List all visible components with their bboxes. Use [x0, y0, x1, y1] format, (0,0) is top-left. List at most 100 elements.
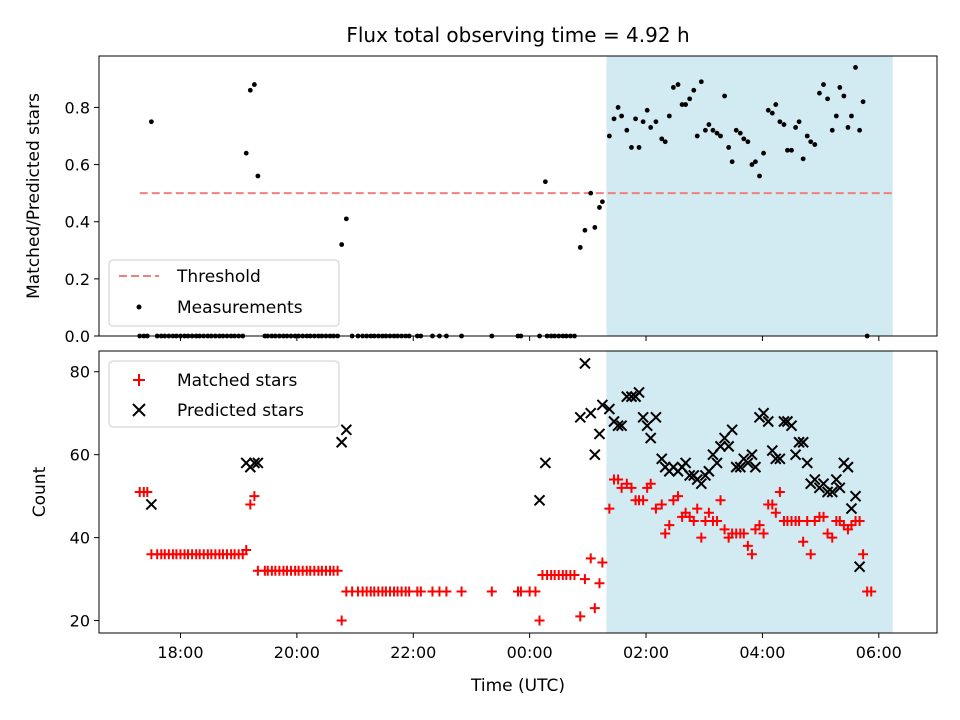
matched-star-point	[245, 499, 256, 510]
measurement-point	[789, 147, 794, 153]
measurement-point	[691, 87, 697, 93]
measurement-point	[251, 82, 257, 87]
measurement-point	[662, 139, 668, 145]
matched-star-point	[688, 516, 699, 527]
measurement-point	[749, 162, 755, 167]
measurement-point	[615, 105, 621, 110]
predicted-star-point	[252, 457, 264, 469]
predicted-star-point	[650, 411, 662, 424]
measurement-point	[339, 242, 345, 247]
measurement-point	[753, 159, 758, 165]
top-y-tick-label: 0.6	[65, 156, 90, 175]
matched-star-point	[774, 487, 785, 497]
predicted-star-point	[789, 448, 802, 461]
measurement-point	[666, 113, 672, 119]
measurement-point	[837, 85, 843, 90]
measurement-point	[636, 145, 642, 150]
measurement-point	[829, 127, 835, 133]
bottom-legend-box	[108, 360, 340, 428]
measurement-point	[841, 93, 847, 99]
matched-star-point	[742, 540, 753, 551]
matched-star-point	[597, 557, 608, 568]
x-tick-label: 18:00	[157, 643, 203, 662]
x-tick-label: 04:00	[739, 643, 785, 662]
measurement-point	[800, 156, 806, 162]
matched-star-point	[241, 545, 252, 556]
matched-star-point	[575, 611, 586, 622]
predicted-star-points	[145, 357, 866, 573]
ratio-panel: 0.00.20.40.60.8 Matched/Predicted stars …	[24, 55, 938, 346]
top-y-ticks: 0.0 0.2 0.4 0.6 0.8	[65, 98, 99, 346]
measurement-point	[706, 122, 712, 127]
measurement-point	[817, 90, 822, 96]
measurement-point	[243, 150, 249, 156]
top-y-tick-label: 0.0	[65, 327, 90, 346]
predicted-star-point	[830, 473, 843, 486]
bottom-y-tick-label: 80	[70, 363, 90, 382]
measurement-point	[845, 125, 851, 130]
predicted-star-point	[539, 457, 552, 469]
predicted-star-point	[695, 477, 708, 490]
measurement-point	[825, 96, 830, 102]
predicted-star-point	[770, 453, 782, 465]
predicted-star-point	[746, 448, 758, 461]
measurement-point	[714, 130, 720, 136]
matched-star-point	[594, 578, 605, 589]
predicted-star-point	[797, 436, 809, 448]
matched-star-point	[692, 503, 703, 514]
predicted-star-point	[656, 453, 668, 465]
predicted-star-point	[801, 457, 813, 469]
observing-window-span-bottom	[606, 351, 893, 633]
matched-star-point	[638, 495, 649, 506]
bottom-y-tick-label: 20	[70, 612, 90, 631]
measurement-point	[588, 190, 594, 196]
top-x-ticks	[179, 336, 880, 341]
matched-star-point	[715, 495, 726, 506]
predicted-star-point	[596, 399, 609, 411]
measurement-point	[592, 225, 598, 230]
measurement-point	[796, 119, 802, 125]
measurement-point	[694, 133, 700, 139]
measurement-point	[640, 119, 646, 125]
measurement-point	[777, 119, 783, 125]
predicted-star-point	[726, 424, 738, 436]
predicted-star-point	[778, 415, 790, 428]
matched-star-point	[664, 520, 675, 531]
measurement-point	[757, 173, 762, 179]
predicted-star-point	[826, 486, 838, 498]
matched-star-point	[738, 528, 749, 539]
predicted-star-point	[853, 560, 866, 573]
matched-star-point	[866, 586, 877, 597]
predicted-star-point	[757, 407, 770, 419]
matched-star-point	[579, 574, 590, 585]
matched-star-point	[645, 478, 656, 489]
predicted-star-point	[612, 419, 624, 432]
legend-matched-swatch	[133, 374, 145, 386]
measurement-point	[722, 93, 727, 99]
matched-star-point	[696, 532, 707, 543]
chart-title: Flux total observing time = 4.92 h	[346, 23, 689, 47]
predicted-star-point	[603, 403, 616, 415]
matched-star-point	[486, 586, 497, 597]
predicted-star-point	[714, 440, 727, 453]
matched-star-point	[656, 499, 667, 510]
matched-star-point	[142, 487, 153, 497]
bottom-y-ticks: 20 40 60 80	[70, 363, 99, 631]
matched-star-point	[858, 549, 869, 560]
matched-star-point	[719, 524, 730, 535]
measurement-point	[857, 127, 863, 133]
matched-star-point	[249, 491, 260, 502]
measurement-point	[255, 173, 261, 179]
matched-star-point	[660, 528, 671, 539]
top-y-tick-label: 0.8	[65, 98, 90, 117]
legend-predicted-label: Predicted stars	[177, 401, 304, 421]
matched-star-point	[604, 503, 615, 514]
measurement-point	[606, 133, 612, 139]
matched-star-point	[336, 615, 347, 626]
measurement-point	[633, 116, 638, 122]
top-legend-box	[108, 259, 340, 327]
measurement-point	[619, 113, 624, 119]
matched-star-point	[616, 482, 627, 493]
measurement-point	[718, 133, 723, 139]
bottom-y-tick-label: 40	[70, 529, 90, 548]
